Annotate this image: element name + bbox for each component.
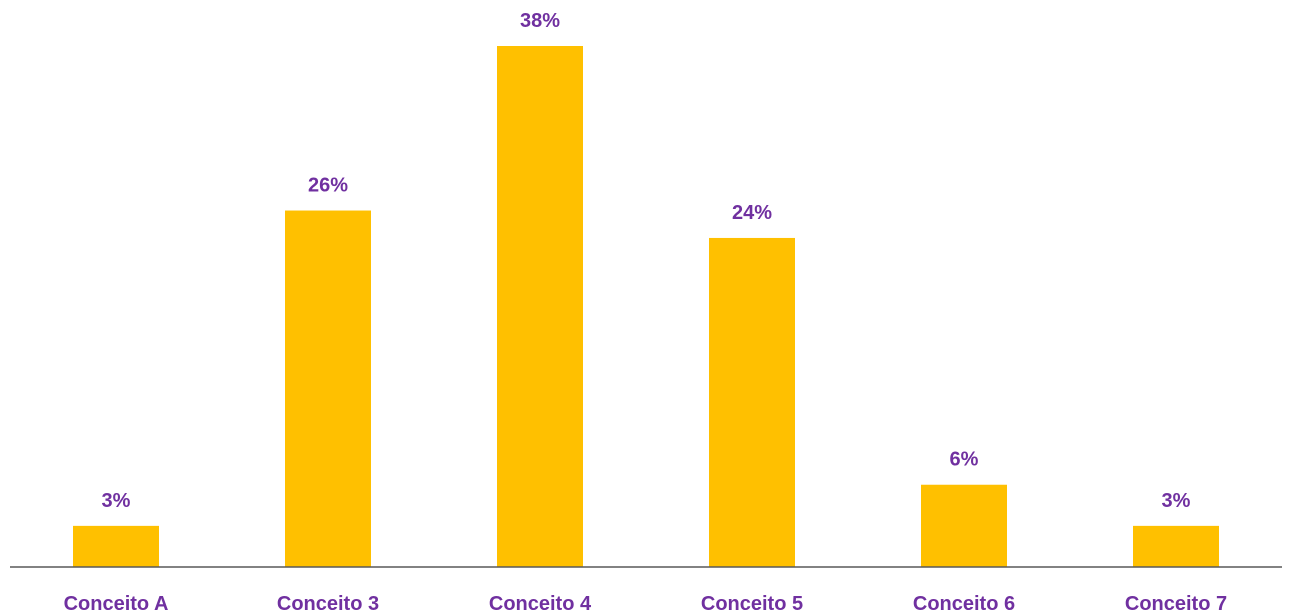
bar-6	[1133, 525, 1219, 567]
bar-2	[285, 210, 371, 568]
bars-group	[73, 46, 1219, 568]
bar-value-label-4: 24%	[732, 202, 772, 224]
x-tick-label-2: Conceito 3	[277, 593, 379, 615]
x-tick-labels-group: Conceito A Conceito 3 Conceito 4 Conceito 5…	[64, 593, 1228, 615]
bar-value-label-2: 26%	[308, 175, 348, 197]
x-tick-label-1: Conceito A	[64, 593, 169, 615]
x-tick-label-3: Conceito 4	[489, 593, 592, 615]
x-tick-label-6: Conceito 7	[1125, 593, 1227, 615]
bar-value-label-5: 6%	[950, 449, 979, 471]
bar-1	[73, 525, 159, 567]
x-tick-label-5: Conceito 6	[913, 593, 1015, 615]
bar-5	[921, 484, 1007, 567]
bar-4	[709, 237, 795, 567]
bar-value-label-3: 38%	[520, 10, 560, 32]
value-labels-group: 3% 26% 38% 24% 6% 3%	[102, 10, 1191, 512]
bar-value-label-1: 3%	[102, 490, 131, 512]
x-tick-label-4: Conceito 5	[701, 593, 803, 615]
bar-value-label-6: 3%	[1162, 490, 1191, 512]
bar-3	[497, 46, 583, 567]
